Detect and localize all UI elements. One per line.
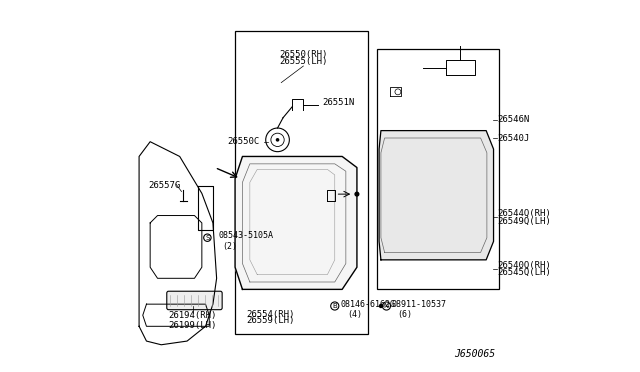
Text: 08146-6162G: 08146-6162G [340, 300, 396, 309]
Text: B: B [332, 303, 337, 309]
Bar [377, 49, 499, 289]
Text: 26194(RH)
26199(LH): 26194(RH) 26199(LH) [168, 311, 217, 330]
Text: 08543-5105A: 08543-5105A [218, 231, 273, 240]
Text: 26545Q(LH): 26545Q(LH) [497, 268, 551, 277]
Text: 26557G: 26557G [149, 182, 181, 190]
Text: 26559(LH): 26559(LH) [246, 316, 294, 325]
Polygon shape [379, 131, 493, 260]
Circle shape [380, 305, 382, 308]
Text: 26555(LH): 26555(LH) [279, 57, 328, 66]
FancyBboxPatch shape [167, 291, 222, 310]
Bar [235, 31, 368, 334]
Circle shape [276, 139, 278, 141]
Text: 26540Q(RH): 26540Q(RH) [497, 261, 551, 270]
Text: 26544Q(RH): 26544Q(RH) [497, 209, 551, 218]
Text: 26551N: 26551N [322, 99, 354, 108]
Polygon shape [235, 157, 357, 289]
Text: N: N [384, 303, 389, 309]
Text: 26549Q(LH): 26549Q(LH) [497, 217, 551, 225]
Text: 26554(RH): 26554(RH) [246, 310, 294, 319]
Text: (4): (4) [348, 310, 363, 319]
Text: 26540J: 26540J [497, 134, 529, 142]
Circle shape [355, 192, 359, 196]
Text: 26550(RH): 26550(RH) [279, 49, 328, 59]
Text: 26546N: 26546N [497, 115, 529, 124]
Text: J650065: J650065 [454, 349, 495, 359]
Text: S: S [205, 235, 209, 241]
Text: (2): (2) [222, 243, 237, 251]
Text: 08911-10537: 08911-10537 [392, 300, 447, 309]
Text: (6): (6) [397, 310, 413, 319]
Text: 26550C: 26550C [227, 137, 259, 146]
